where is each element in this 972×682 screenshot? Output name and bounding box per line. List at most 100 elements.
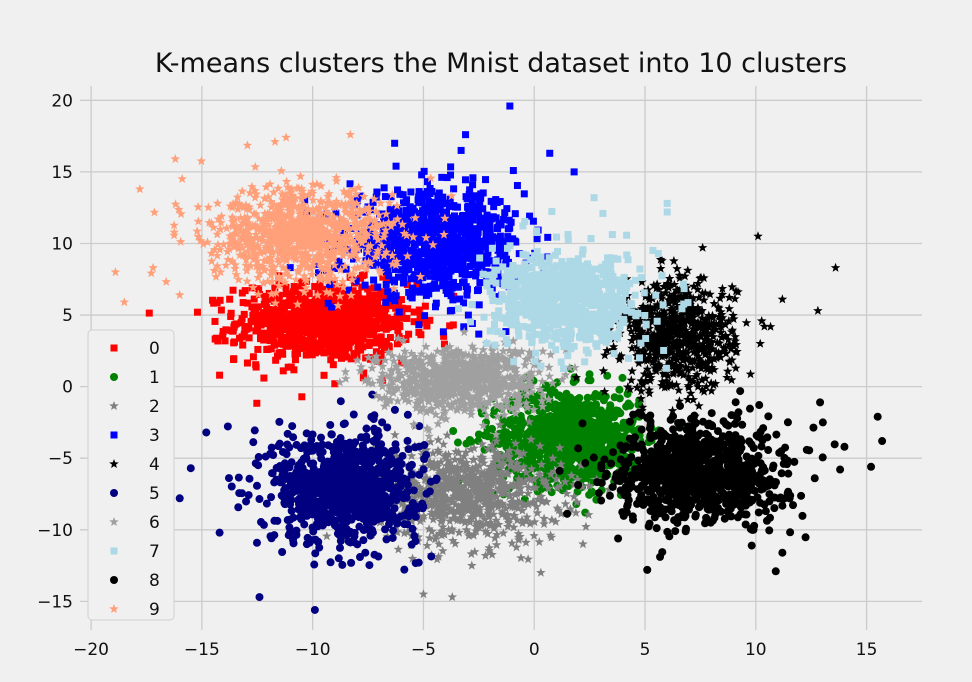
data-point (494, 484, 504, 494)
data-point (462, 252, 470, 260)
data-point (445, 516, 455, 526)
data-point (422, 540, 432, 550)
data-point (645, 375, 655, 385)
data-point (285, 335, 293, 343)
data-point (342, 324, 350, 332)
data-point (296, 344, 304, 352)
data-point (700, 373, 711, 383)
data-point (481, 474, 491, 484)
data-point (722, 372, 732, 382)
data-point (252, 317, 260, 325)
data-point (402, 493, 411, 502)
data-point (496, 252, 504, 260)
data-point (462, 283, 470, 291)
data-point (403, 314, 411, 322)
data-point (484, 496, 494, 506)
data-point (482, 176, 490, 184)
data-point (496, 472, 507, 482)
data-point (484, 467, 495, 477)
data-point (468, 499, 479, 509)
data-point (449, 296, 457, 304)
data-point (697, 242, 708, 252)
data-point (383, 263, 391, 271)
data-point (347, 300, 355, 308)
data-point (484, 512, 494, 522)
data-point (425, 456, 435, 466)
data-point (664, 273, 675, 283)
data-point (460, 278, 468, 286)
data-point (626, 401, 635, 410)
data-point (496, 460, 507, 470)
data-point (532, 508, 543, 518)
data-point (730, 293, 740, 303)
data-point (395, 225, 403, 233)
data-point (400, 565, 409, 574)
data-point (552, 433, 561, 442)
data-point (535, 441, 545, 451)
data-point (573, 408, 582, 417)
data-point (469, 174, 477, 182)
data-point (665, 379, 675, 389)
data-point (633, 329, 644, 339)
data-point (272, 320, 280, 328)
data-point (395, 308, 403, 316)
data-point (572, 474, 583, 484)
data-point (678, 355, 688, 365)
data-point (469, 443, 479, 453)
data-point (342, 316, 350, 324)
data-point (320, 349, 328, 357)
data-point (466, 549, 477, 559)
data-point (664, 313, 675, 323)
data-point (668, 360, 678, 370)
data-point (466, 444, 476, 454)
data-point (335, 346, 343, 354)
data-point (638, 330, 648, 340)
data-point (402, 211, 410, 219)
data-point (279, 367, 287, 375)
data-point (643, 328, 653, 338)
data-point (472, 493, 482, 502)
data-point (331, 380, 339, 388)
data-point (301, 337, 309, 345)
data-point (260, 329, 268, 337)
data-point (526, 212, 534, 220)
data-point (363, 310, 371, 318)
data-point (618, 373, 627, 382)
data-point (277, 329, 285, 337)
data-point (284, 363, 292, 371)
data-point (355, 294, 363, 302)
data-point (435, 274, 443, 282)
data-point (689, 281, 699, 291)
data-point (472, 269, 480, 277)
data-point (444, 472, 455, 482)
data-point (291, 332, 299, 340)
data-point (686, 388, 696, 398)
data-point (357, 306, 365, 314)
data-point (276, 325, 284, 333)
data-point (291, 336, 299, 344)
data-point (522, 456, 531, 465)
data-point (419, 269, 427, 277)
data-point (487, 257, 495, 265)
data-point (309, 315, 317, 323)
data-point (450, 185, 458, 193)
data-point (386, 295, 394, 303)
data-point (410, 318, 418, 326)
data-point (658, 341, 669, 351)
data-point (425, 198, 433, 206)
data-point (509, 167, 517, 175)
data-point (496, 276, 504, 284)
data-point (422, 496, 432, 506)
data-point (552, 420, 561, 429)
data-point (658, 308, 669, 318)
data-point (415, 321, 423, 329)
data-point (555, 481, 565, 491)
data-point (489, 520, 500, 530)
data-point (481, 519, 491, 529)
data-point (428, 448, 438, 458)
data-point (516, 553, 526, 563)
data-point (664, 343, 674, 353)
data-point (651, 333, 661, 343)
data-point (311, 549, 320, 558)
data-point (671, 379, 682, 389)
